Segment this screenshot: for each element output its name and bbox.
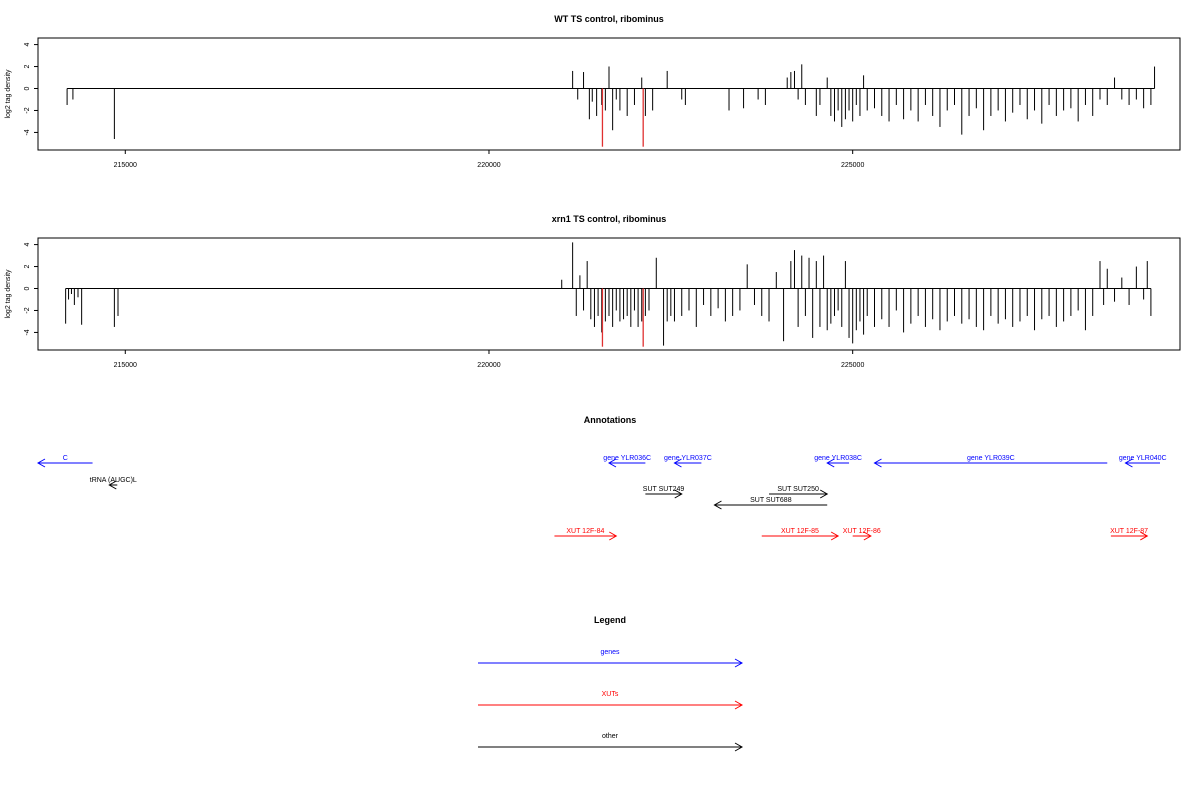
annotation-arrowhead [607, 458, 617, 468]
plot-frame [37, 237, 1181, 351]
annotations-panel: Annotations C gene YLR036C gene YLR037C gene… [36, 415, 1167, 541]
y-tick-label: -2 [24, 107, 31, 113]
x-tick-label: 220000 [477, 162, 500, 169]
y-tick-label: 2 [24, 265, 31, 269]
annotation-arrowhead [819, 489, 829, 499]
x-tick-label: 220000 [477, 362, 500, 369]
y-axis-label: log2 tag density [5, 269, 12, 319]
annotation-label: gene YLR039C [967, 455, 1015, 462]
annotation-arrowhead [609, 531, 618, 541]
annotation-arrowhead [673, 458, 682, 468]
annotation-arrowhead [826, 458, 835, 468]
annotation-label: C [63, 455, 68, 462]
annotation-arrowhead [713, 500, 722, 510]
annotation-label: gene YLR038C [814, 455, 862, 462]
y-tick-label: -4 [24, 329, 31, 335]
legend-arrowhead [734, 700, 744, 710]
legend-title: Legend [594, 615, 626, 625]
annotation-label: XUT 12F-86 [843, 528, 881, 535]
x-tick-label: 225000 [841, 362, 864, 369]
y-tick-label: 2 [24, 65, 31, 69]
annotation-label: SUT SUT250 [777, 486, 819, 493]
annotation-arrowhead [863, 531, 872, 541]
legend-label: other [602, 733, 619, 740]
annotation-arrowhead [1124, 458, 1133, 468]
annotation-label: XUT 12F-85 [781, 528, 819, 535]
y-tick-label: -2 [24, 307, 31, 313]
annotation-label: XUT 12F-84 [566, 528, 604, 535]
wt-ts-control-panel: WT TS control, ribominus log2 tag density… [5, 14, 1181, 169]
annotation-arrowhead [36, 458, 46, 468]
annotation-label: tRNA (AUGC)L [90, 477, 137, 484]
legend-arrowhead [734, 742, 744, 752]
annotation-label: SUT SUT249 [643, 486, 685, 493]
x-tick-label: 225000 [841, 162, 864, 169]
xrn1-ts-control-panel: xrn1 TS control, ribominus log2 tag densi… [5, 214, 1181, 369]
legend-arrowhead [734, 658, 744, 668]
annotation-arrowhead [873, 458, 882, 468]
annotation-arrowhead [830, 531, 840, 541]
x-tick-label: 215000 [114, 362, 137, 369]
y-tick-label: -4 [24, 129, 31, 135]
y-tick-label: 4 [24, 43, 31, 47]
y-tick-label: 0 [24, 86, 31, 90]
plot-frame [37, 37, 1181, 151]
annotations-title: Annotations [584, 415, 637, 425]
annotation-arrowhead [1140, 531, 1149, 541]
chart-title: xrn1 TS control, ribominus [552, 214, 667, 224]
y-axis-label: log2 tag density [5, 69, 12, 119]
annotation-label: XUT 12F-87 [1110, 528, 1148, 535]
annotation-label: gene YLR036C [603, 455, 651, 462]
annotation-arrowhead [674, 489, 683, 499]
y-tick-label: 0 [24, 286, 31, 290]
legend-panel: Legend genes XUTs other [478, 615, 744, 752]
annotation-label: gene YLR040C [1119, 455, 1167, 462]
legend-label: genes [600, 649, 620, 656]
legend-label: XUTs [602, 691, 619, 698]
annotation-arrowhead [108, 480, 117, 490]
annotation-label: SUT SUT688 [750, 497, 792, 504]
y-tick-label: 4 [24, 243, 31, 247]
chart-title: WT TS control, ribominus [554, 14, 664, 24]
annotation-label: gene YLR037C [664, 455, 712, 462]
x-tick-label: 215000 [114, 162, 137, 169]
